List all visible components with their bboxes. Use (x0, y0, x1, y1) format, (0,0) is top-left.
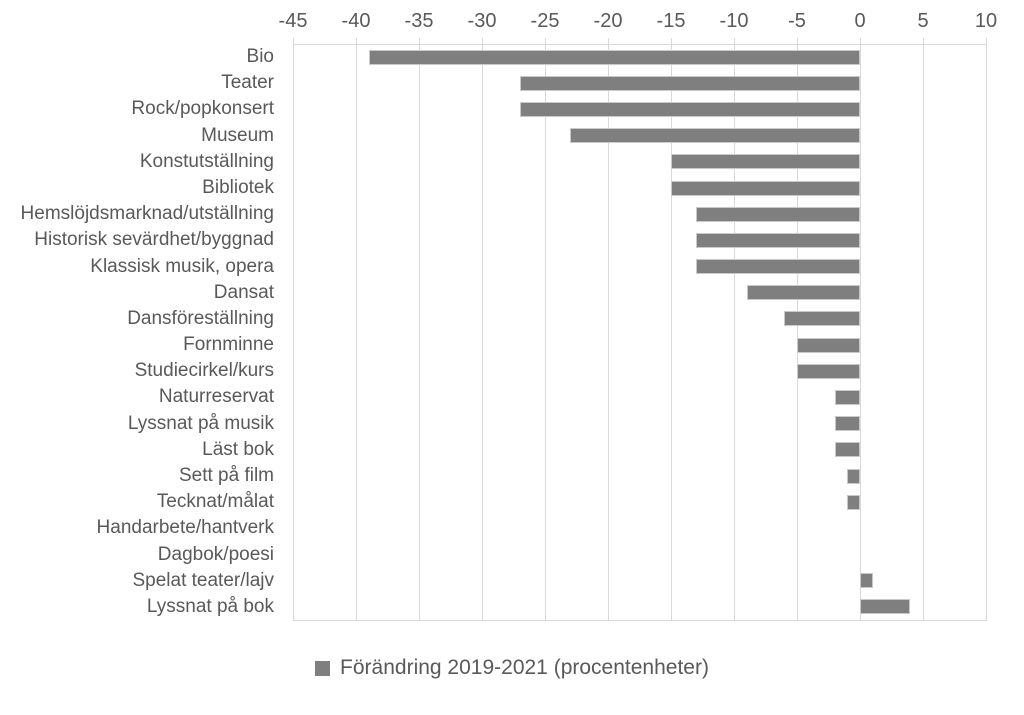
x-tick-mark (293, 38, 294, 44)
x-tick-label: -20 (593, 10, 623, 32)
category-label: Bio (246, 46, 274, 68)
bar (834, 442, 860, 458)
category-label: Teater (221, 72, 274, 94)
x-tick-mark (986, 38, 987, 44)
category-label: Spelat teater/lajv (132, 569, 274, 591)
gridline (482, 44, 483, 620)
x-tick-label: -45 (278, 10, 308, 32)
bar (671, 180, 860, 196)
category-label: Studiecirkel/kurs (134, 360, 274, 382)
category-label: Fornminne (183, 334, 274, 356)
bar (860, 599, 911, 615)
bar (570, 128, 860, 144)
x-tick-mark (608, 38, 609, 44)
legend: Förändring 2019-2021 (procentenheter) (0, 656, 1024, 680)
x-tick-mark (419, 38, 420, 44)
bar (519, 75, 860, 91)
x-tick-mark (860, 38, 861, 44)
gridline (356, 44, 357, 620)
category-label: Tecknat/målat (156, 491, 274, 513)
bar (368, 49, 860, 65)
bar (847, 494, 860, 510)
bar (797, 363, 860, 379)
bar (797, 337, 860, 353)
category-label: Historisk sevärdhet/byggnad (34, 229, 274, 251)
legend-label: Förändring 2019-2021 (procentenheter) (340, 656, 709, 679)
x-tick-mark (356, 38, 357, 44)
gridline (545, 44, 546, 620)
gridline (293, 44, 294, 620)
category-label: Lyssnat på musik (127, 412, 274, 434)
category-label: Rock/popkonsert (131, 98, 274, 120)
legend-swatch (315, 660, 331, 676)
gridline (671, 44, 672, 620)
x-tick-mark (671, 38, 672, 44)
bar (847, 468, 860, 484)
bar (696, 259, 860, 275)
bar (860, 573, 873, 589)
category-label: Klassisk musik, opera (90, 255, 274, 277)
category-label: Dansföreställning (127, 307, 274, 329)
category-label: Museum (201, 124, 274, 146)
category-label: Dansat (213, 281, 274, 303)
bar (746, 285, 860, 301)
x-tick-label: -15 (656, 10, 686, 32)
x-tick-mark (482, 38, 483, 44)
x-tick-label: 5 (917, 10, 929, 32)
category-label: Läst bok (202, 438, 274, 460)
axis-line-bottom (293, 620, 987, 621)
gridline (986, 44, 987, 620)
gridline (923, 44, 924, 620)
bar (834, 389, 860, 405)
category-label: Hemslöjdsmarknad/utställning (20, 203, 274, 225)
category-label: Sett på film (178, 465, 274, 486)
bar (519, 101, 860, 117)
x-tick-label: -40 (341, 10, 371, 32)
x-tick-label: -30 (467, 10, 497, 32)
gridline (860, 44, 861, 620)
x-tick-label: -35 (404, 10, 434, 32)
gridline (797, 44, 798, 620)
category-label: Naturreservat (158, 386, 274, 408)
x-tick-label: -10 (719, 10, 749, 32)
gridline (608, 44, 609, 620)
category-label: Dagbok/poesi (157, 543, 274, 565)
bar (784, 311, 860, 327)
axis-line-top (293, 44, 987, 45)
bar (834, 416, 860, 432)
x-tick-label: 0 (854, 10, 866, 32)
x-tick-label: -5 (788, 10, 806, 32)
category-label: Bibliotek (202, 177, 274, 198)
bar (696, 232, 860, 248)
bar (671, 154, 860, 170)
category-label: Lyssnat på bok (146, 595, 274, 617)
gridline (734, 44, 735, 620)
category-label: Handarbete/hantverk (96, 517, 274, 539)
gridline (419, 44, 420, 620)
x-tick-label: 10 (974, 10, 998, 32)
x-tick-mark (734, 38, 735, 44)
x-tick-label: -25 (530, 10, 560, 32)
bar (696, 206, 860, 222)
x-tick-mark (797, 38, 798, 44)
category-label: Konstutställning (139, 150, 274, 172)
x-tick-mark (923, 38, 924, 44)
x-tick-mark (545, 38, 546, 44)
